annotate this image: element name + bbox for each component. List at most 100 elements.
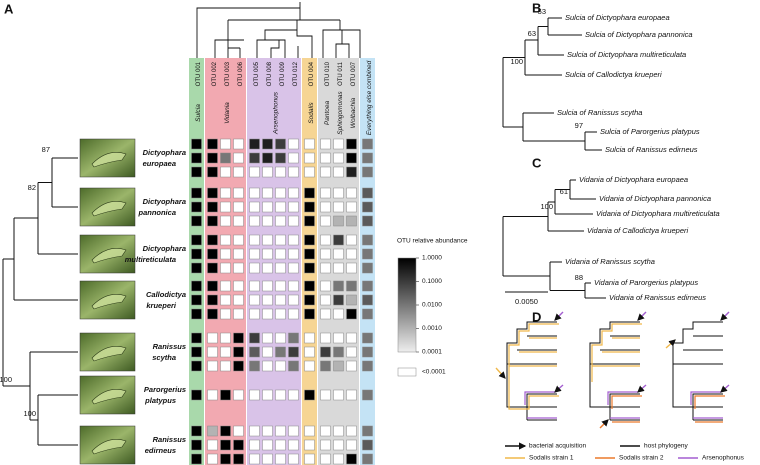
heatmap-cell — [362, 346, 373, 358]
heatmap-cell — [333, 262, 344, 274]
insect-silhouette — [91, 248, 127, 264]
bootstrap-value: 82 — [28, 183, 36, 192]
bootstrap-value: 100 — [23, 409, 36, 418]
heatmap-cell — [346, 280, 357, 292]
heatmap-cell — [207, 187, 218, 199]
heatmap-cell — [233, 138, 244, 150]
heatmap-cell — [333, 346, 344, 358]
heatmap-cell — [220, 346, 231, 358]
heatmap-cell — [346, 308, 357, 320]
heatmap-cell — [220, 425, 231, 437]
heatmap-cell — [262, 389, 273, 401]
heatmap-cell — [304, 346, 315, 358]
heatmap-cell — [262, 262, 273, 274]
heatmap-cell — [333, 308, 344, 320]
tree-tip-label: Vidania of Ranissus edirneus — [609, 293, 706, 302]
heatmap-cell — [288, 248, 299, 260]
acquisition-arrow — [720, 384, 730, 393]
heatmap-cell — [233, 248, 244, 260]
otu-label: OTU 007 — [351, 61, 357, 86]
heatmap-cell — [249, 248, 260, 260]
heatmap-cell — [207, 360, 218, 372]
tree-tip-label: Sulcia of Callodictya krueperi — [565, 70, 662, 79]
heatmap-cell — [304, 262, 315, 274]
heatmap-cell — [362, 166, 373, 178]
heatmap-cell — [249, 201, 260, 213]
heatmap-cell — [275, 425, 286, 437]
heatmap-cell — [191, 215, 202, 227]
tree-tip-label: Vidania of Callodictya krueperi — [587, 226, 689, 235]
group-label: Wolbachia — [350, 97, 357, 128]
heatmap-cell — [233, 201, 244, 213]
heatmap-cell — [346, 389, 357, 401]
host-branch — [589, 380, 640, 408]
heatmap-cell — [220, 166, 231, 178]
heatmap-cell — [233, 308, 244, 320]
panel-label: D — [532, 309, 541, 324]
otu-label: OTU 011 — [338, 61, 344, 86]
heatmap-cell — [207, 389, 218, 401]
otu-label: OTU 009 — [280, 61, 286, 86]
heatmap-cell — [275, 248, 286, 260]
heatmap-cell — [207, 280, 218, 292]
legend-label: Arsenophonus — [702, 455, 745, 462]
heatmap-cell — [333, 332, 344, 344]
heatmap-cell — [191, 201, 202, 213]
heatmap-cell — [275, 294, 286, 306]
host-branch — [506, 321, 557, 380]
host-genus: Dictyophara — [143, 197, 186, 206]
host-branch — [589, 321, 640, 380]
acquisition-arrow — [720, 311, 730, 321]
otu-label: OTU 008 — [267, 61, 273, 86]
heatmap-cell — [262, 439, 273, 451]
host-genus: Ranissus — [153, 435, 186, 444]
heatmap-cell — [346, 439, 357, 451]
legend-label: Sodalis strain 1 — [529, 455, 574, 462]
otu-label: OTU 005 — [254, 61, 260, 86]
heatmap-cell — [233, 280, 244, 292]
host-species: edirneus — [145, 446, 176, 455]
heatmap-cell — [288, 262, 299, 274]
heatmap-cell — [262, 453, 273, 465]
heatmap-cell — [220, 308, 231, 320]
symbiont-lineage — [694, 395, 725, 409]
legend-gradient — [397, 257, 417, 353]
heatmap-cell — [262, 294, 273, 306]
tree-tip-label: Sulcia of Dictyophara multireticulata — [567, 50, 686, 59]
panel-label: C — [532, 155, 542, 170]
tree-tip-label: Vidania of Dictyophara multireticulata — [596, 209, 720, 218]
heatmap-cell — [288, 234, 299, 246]
heatmap-cell — [233, 360, 244, 372]
legend-below-box — [397, 367, 417, 377]
heatmap-cell — [249, 332, 260, 344]
heatmap-cell — [320, 262, 331, 274]
heatmap-cell — [220, 262, 231, 274]
heatmap-cell — [233, 262, 244, 274]
host-species: scytha — [152, 353, 176, 362]
acquisition-arrow — [665, 339, 676, 349]
heatmap-cell — [288, 201, 299, 213]
heatmap-cell — [275, 201, 286, 213]
heatmap-cell — [362, 294, 373, 306]
host-species: platypus — [144, 396, 176, 405]
symbiont-lineage — [508, 382, 559, 410]
heatmap-cell — [275, 234, 286, 246]
heatmap-cell — [275, 215, 286, 227]
heatmap-cell — [320, 453, 331, 465]
heatmap-cell — [362, 234, 373, 246]
heatmap-cell — [191, 453, 202, 465]
heatmap-cell — [249, 425, 260, 437]
heatmap-cell — [288, 280, 299, 292]
host-species: pannonica — [137, 208, 176, 217]
heatmap-cell — [207, 332, 218, 344]
group-label: Vidania — [224, 102, 231, 124]
heatmap-cell — [320, 187, 331, 199]
heatmap-cell — [288, 425, 299, 437]
group-label: Sphingomonas — [337, 91, 344, 135]
heatmap-cell — [288, 166, 299, 178]
heatmap-cell — [333, 360, 344, 372]
insect-silhouette — [91, 201, 127, 217]
heatmap-cell — [191, 308, 202, 320]
legend-tick-label: 0.0010 — [422, 325, 442, 332]
